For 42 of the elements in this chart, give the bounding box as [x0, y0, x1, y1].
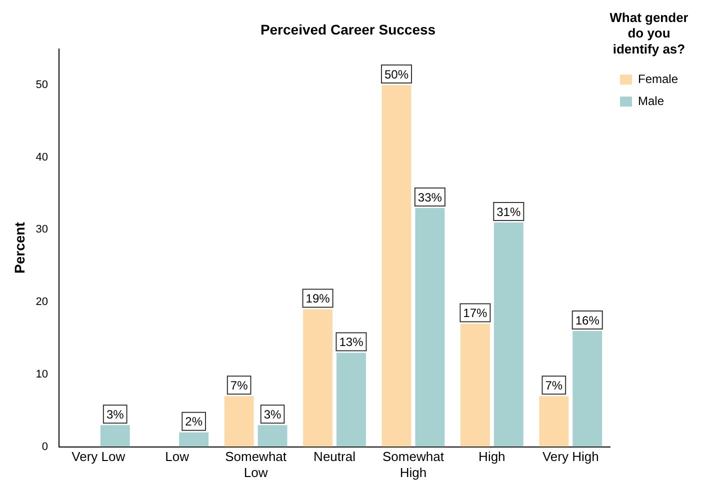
data-label: 33%: [418, 190, 442, 204]
data-label: 50%: [384, 67, 409, 82]
data-label: 3%: [264, 407, 282, 422]
x-tick-label: Very High: [542, 449, 599, 464]
data-label: 7%: [545, 378, 563, 392]
bar: [415, 208, 445, 447]
data-label: 16%: [575, 313, 600, 328]
bar: [382, 84, 412, 447]
x-tick-label: Low: [165, 449, 190, 464]
y-tick-label: 10: [36, 368, 48, 380]
data-label: 13%: [339, 335, 364, 350]
chart-title: Perceived Career Success: [260, 21, 436, 38]
y-tick-label: 30: [36, 224, 48, 236]
bar: [258, 425, 288, 447]
y-tick-label: 20: [36, 296, 48, 308]
x-tick-label: Neutral: [314, 449, 356, 464]
legend-label: Male: [638, 94, 664, 108]
bar: [494, 222, 524, 447]
legend-label: Female: [638, 72, 678, 86]
data-label: 3%: [106, 407, 124, 422]
y-tick-label: 40: [36, 151, 48, 164]
bar: [460, 324, 490, 447]
bar: [539, 396, 569, 447]
x-tick-label: Somewhat Low: [225, 449, 287, 480]
data-label: 17%: [463, 306, 488, 320]
data-label: 31%: [496, 204, 521, 219]
bar: [179, 432, 209, 447]
x-tick-label: Somewhat High: [382, 449, 444, 480]
data-label: 7%: [230, 378, 248, 392]
x-tick-label: Very Low: [72, 449, 126, 464]
bar: [336, 352, 366, 447]
bar: [100, 425, 130, 447]
y-axis-title: Percent: [11, 222, 28, 274]
legend-title: What gender do you identify as?: [610, 10, 688, 56]
data-label: 2%: [185, 414, 203, 429]
bar: [572, 331, 602, 447]
x-tick-label: High: [478, 449, 506, 464]
y-tick-label: 0: [42, 440, 48, 453]
y-tick-label: 50: [36, 79, 48, 92]
bar: [224, 396, 254, 447]
bar: [303, 309, 333, 447]
data-label: 19%: [306, 292, 330, 306]
